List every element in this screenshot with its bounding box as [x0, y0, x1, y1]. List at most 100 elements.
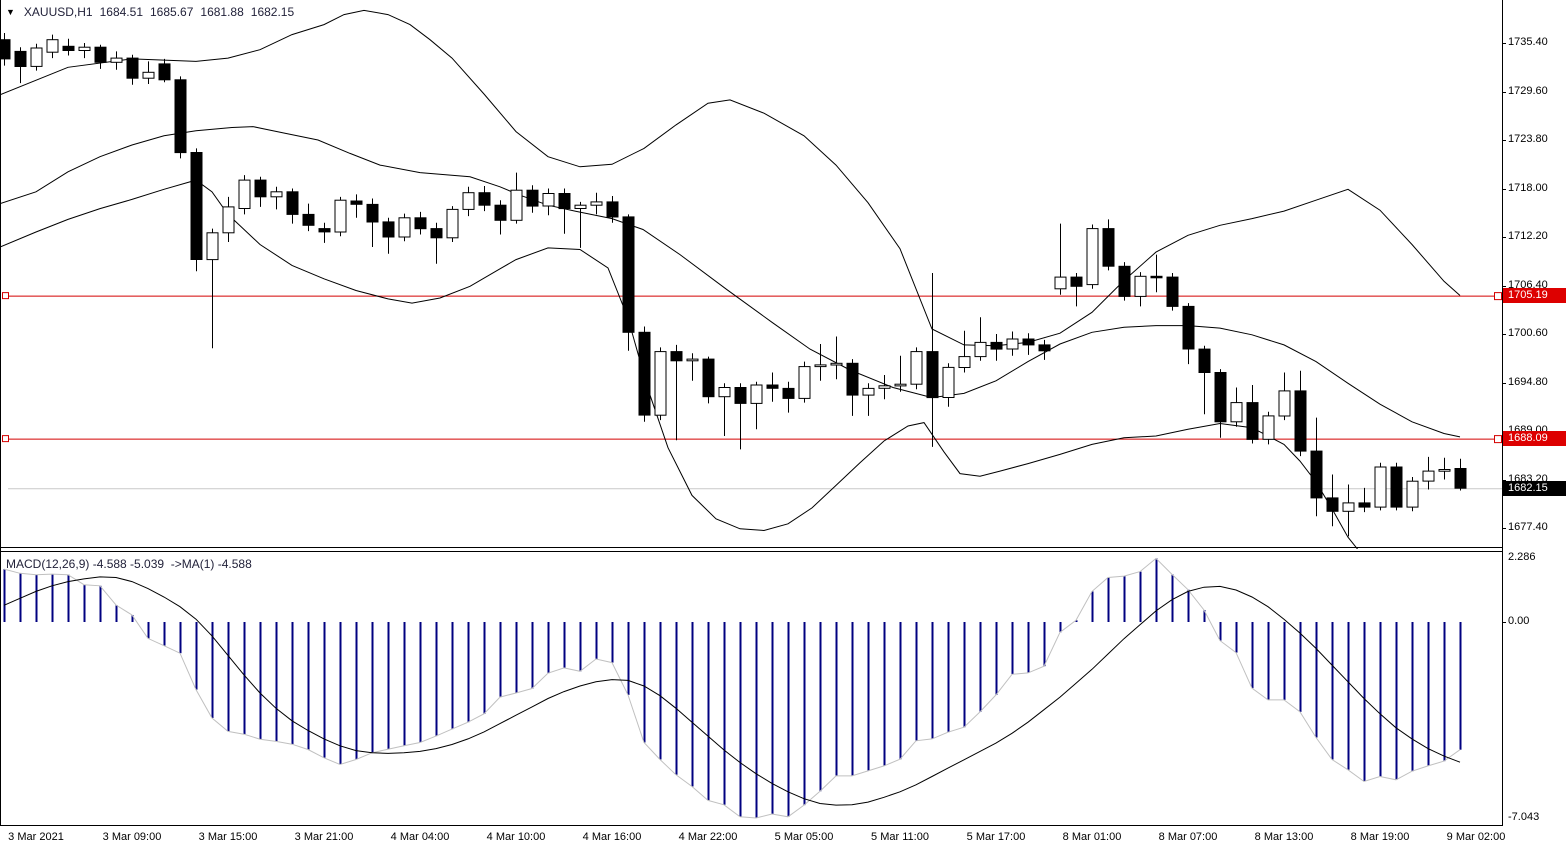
- symbol-dropdown-icon[interactable]: ▼: [6, 7, 15, 17]
- time-tick-label: 9 Mar 02:00: [1446, 831, 1506, 843]
- price-tick: [1502, 528, 1506, 529]
- hline-left-marker[interactable]: [2, 292, 9, 300]
- candle-body-bear: [1246, 402, 1259, 440]
- candle-body-bear: [638, 331, 651, 416]
- candle-body-bear: [318, 228, 331, 233]
- candle-body-bear: [1310, 450, 1323, 499]
- candle-body-bull: [542, 193, 555, 207]
- candle-body-bear: [94, 46, 107, 63]
- candle-body-bear: [478, 192, 491, 206]
- candle-body-bull: [446, 208, 459, 239]
- macd-signal-line: [3, 576, 1461, 806]
- time-tick-label: 3 Mar 2021: [8, 831, 64, 843]
- hline-axis-marker: [1494, 292, 1502, 301]
- time-tick-label: 8 Mar 19:00: [1350, 831, 1410, 843]
- candle-body-bull: [878, 385, 891, 389]
- time-tick-label: 8 Mar 01:00: [1062, 831, 1122, 843]
- time-tick-label: 8 Mar 07:00: [1158, 831, 1218, 843]
- price-tick-label: 1700.60: [1508, 327, 1548, 339]
- price-tick: [1502, 237, 1506, 238]
- candle-body-bull: [238, 179, 251, 210]
- time-tick-label: 3 Mar 15:00: [198, 831, 258, 843]
- price-axis-line: [1502, 0, 1503, 826]
- candle-body-bear: [990, 341, 1003, 350]
- candle-body-bull: [1006, 338, 1019, 350]
- candle-body-bull: [894, 383, 907, 387]
- candle-body-bull: [1438, 469, 1451, 472]
- candle-body-bull: [686, 358, 699, 362]
- candle-body-bear: [1182, 305, 1195, 350]
- candle-body-bear: [494, 204, 507, 221]
- candle-body-bear: [286, 191, 299, 215]
- quote-open: 1684.51: [99, 5, 143, 19]
- hline-left-marker[interactable]: [2, 435, 9, 443]
- candle-body-bull: [590, 201, 603, 206]
- price-tick-label: 1712.20: [1508, 230, 1548, 242]
- quote-close: 1682.15: [250, 5, 295, 19]
- pane-separator-top[interactable]: [0, 547, 1502, 548]
- candle-body-bear: [1038, 344, 1051, 352]
- macd-main-line: [3, 557, 1461, 819]
- time-tick-label: 8 Mar 13:00: [1254, 831, 1314, 843]
- candle-body-bear: [1214, 372, 1227, 423]
- price-tick-label: 1729.60: [1508, 84, 1548, 97]
- candle-body-bull: [270, 191, 283, 198]
- candle-body-bear: [430, 228, 443, 239]
- candle-body-bull: [958, 356, 971, 369]
- candle-body-bull: [462, 192, 475, 210]
- candle-body-bull: [1278, 390, 1291, 417]
- macd-tick-label: 2.286: [1508, 551, 1536, 564]
- candle-body-bull: [1054, 276, 1067, 290]
- macd-tick-label: 0.00: [1508, 615, 1530, 627]
- candle-body-bear: [414, 217, 427, 230]
- candle-body-bear: [14, 50, 27, 68]
- quote-low: 1681.88: [200, 5, 244, 19]
- bollinger-middle-band: [0, 126, 1461, 438]
- candle-body-bull: [1374, 466, 1387, 508]
- candle-body-bear: [846, 362, 859, 396]
- time-tick-label: 4 Mar 04:00: [390, 831, 450, 843]
- macd-indicator-pane[interactable]: [0, 551, 1502, 826]
- candle-body-bear: [1022, 338, 1035, 346]
- candle-body-bear: [1118, 265, 1131, 297]
- candle-body-bear: [1102, 228, 1115, 267]
- candle-body-bear: [350, 200, 363, 205]
- candle-body-bear: [766, 384, 779, 389]
- candle-body-bear: [382, 221, 395, 238]
- candle-body-bull: [206, 232, 219, 261]
- hline-price-badge: 1705.19: [1503, 288, 1566, 304]
- price-tick: [1502, 188, 1506, 190]
- price-chart-pane[interactable]: [0, 0, 1502, 549]
- price-tick-label: 1723.80: [1508, 133, 1548, 145]
- candle-body-bull: [574, 204, 587, 209]
- candle-body-bear: [158, 63, 171, 81]
- candle-body-bull: [30, 47, 43, 67]
- candle-body-bear: [606, 201, 619, 218]
- time-tick-label: 4 Mar 22:00: [678, 831, 738, 843]
- time-tick-label: 5 Mar 11:00: [871, 831, 929, 843]
- candle-body-bear: [0, 39, 11, 60]
- candle-body-bear: [526, 189, 539, 207]
- candle-body-bull: [1262, 415, 1275, 440]
- price-tick: [1502, 285, 1506, 287]
- candle-body-bear: [1390, 466, 1403, 508]
- candle-body-bull: [334, 199, 347, 233]
- price-tick-label: 1735.40: [1508, 36, 1548, 48]
- price-tick-label: 1677.40: [1508, 521, 1548, 533]
- candle-body-bull: [862, 387, 875, 396]
- candle-body-bull: [654, 351, 667, 416]
- candle-body-bull: [222, 206, 235, 234]
- time-tick-label: 5 Mar 05:00: [774, 831, 834, 843]
- candle-body-bull: [830, 362, 843, 366]
- candle-body-bear: [1294, 390, 1307, 452]
- candle-body-bear: [782, 387, 795, 399]
- time-tick-label: 4 Mar 16:00: [582, 831, 642, 843]
- candle-body-bull: [1230, 402, 1243, 423]
- candle-body-bear: [366, 203, 379, 223]
- bollinger-lower-band: [0, 179, 1359, 549]
- pane-separator-bottom[interactable]: [0, 551, 1502, 552]
- hline-axis-marker: [1494, 435, 1502, 444]
- candle-body-bull: [942, 366, 955, 398]
- candle-body-bull: [1134, 275, 1147, 297]
